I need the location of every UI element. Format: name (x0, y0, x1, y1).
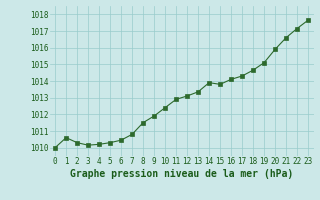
X-axis label: Graphe pression niveau de la mer (hPa): Graphe pression niveau de la mer (hPa) (70, 169, 293, 179)
